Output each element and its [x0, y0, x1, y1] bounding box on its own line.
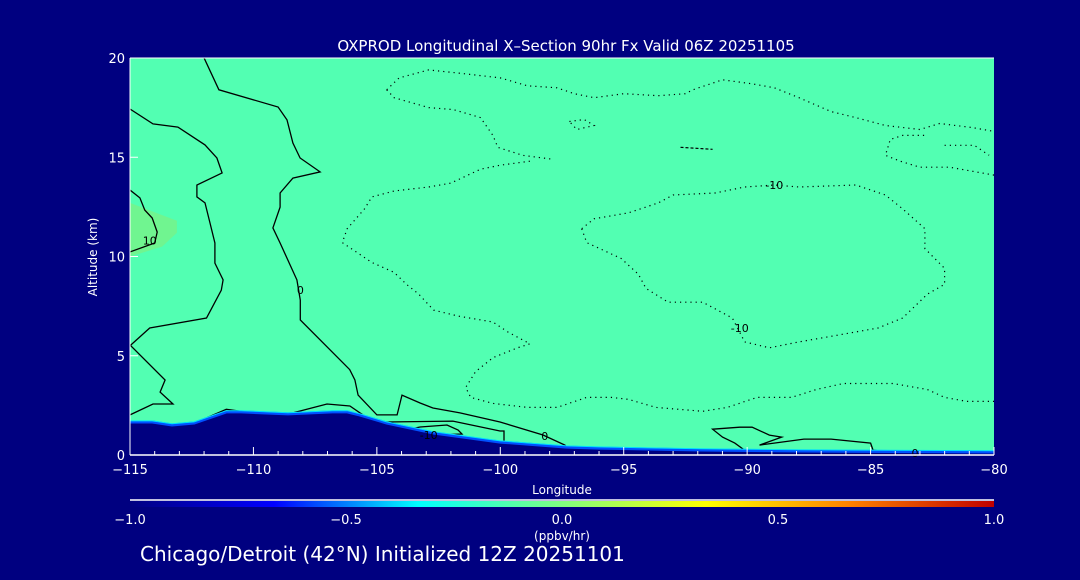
- terrain-edge-highlight: [130, 410, 994, 452]
- contour-label: -10: [420, 429, 438, 442]
- x-tick-label: −105: [359, 463, 395, 478]
- y-axis-label: Altitude (km): [86, 218, 100, 297]
- chart-title: OXPROD Longitudinal X–Section 90hr Fx Va…: [337, 37, 794, 55]
- shaded-region: [130, 202, 177, 257]
- y-tick-label: 20: [108, 52, 125, 67]
- y-tick-label: 0: [117, 449, 125, 464]
- y-tick-label: 5: [117, 350, 125, 365]
- x-tick-label: −90: [733, 463, 760, 478]
- contour-label: 0: [541, 430, 548, 443]
- contour-label: 0: [912, 447, 919, 460]
- x-tick-label: −100: [482, 463, 518, 478]
- x-tick-label: −85: [857, 463, 884, 478]
- footer-caption: Chicago/Detroit (42°N) Initialized 12Z 2…: [140, 542, 625, 566]
- terrain: [130, 411, 994, 455]
- colorbar-tick-label: −0.5: [330, 513, 362, 528]
- contour-line-0: [203, 58, 568, 449]
- contour-line--10: [581, 184, 946, 349]
- y-tick-label: 10: [108, 251, 125, 266]
- contour-line--10: [944, 144, 990, 156]
- contour-line-0: [710, 426, 893, 454]
- colorbar-tick-label: 1.0: [984, 513, 1005, 528]
- contour-label: 0: [297, 284, 304, 297]
- terrain-edge: [130, 410, 994, 454]
- contour-label: -10: [765, 179, 783, 192]
- contour-line--10: [680, 146, 713, 150]
- contour-label: 10: [143, 235, 157, 248]
- contour-line--10: [386, 69, 994, 132]
- colorbar-tick-label: 0.5: [768, 513, 789, 528]
- x-tick-label: −95: [610, 463, 637, 478]
- contour-line--10: [386, 89, 553, 160]
- contour-line-0: [130, 108, 224, 347]
- contour-line--10: [568, 118, 596, 131]
- colorbar: [130, 501, 994, 507]
- plot-area: [130, 58, 994, 455]
- contour-line-10: [130, 189, 158, 253]
- colorbar-units: (ppbv/hr): [534, 529, 590, 543]
- contour-line-0: [130, 344, 175, 416]
- y-tick-label: 15: [108, 151, 125, 166]
- colorbar-tick-label: 0.0: [552, 513, 573, 528]
- x-tick-label: −80: [980, 463, 1007, 478]
- contour-label: -10: [731, 322, 749, 335]
- x-tick-label: −110: [236, 463, 272, 478]
- x-tick-label: −115: [112, 463, 148, 478]
- x-axis-label: Longitude: [532, 483, 592, 497]
- colorbar-tick-label: −1.0: [114, 513, 146, 528]
